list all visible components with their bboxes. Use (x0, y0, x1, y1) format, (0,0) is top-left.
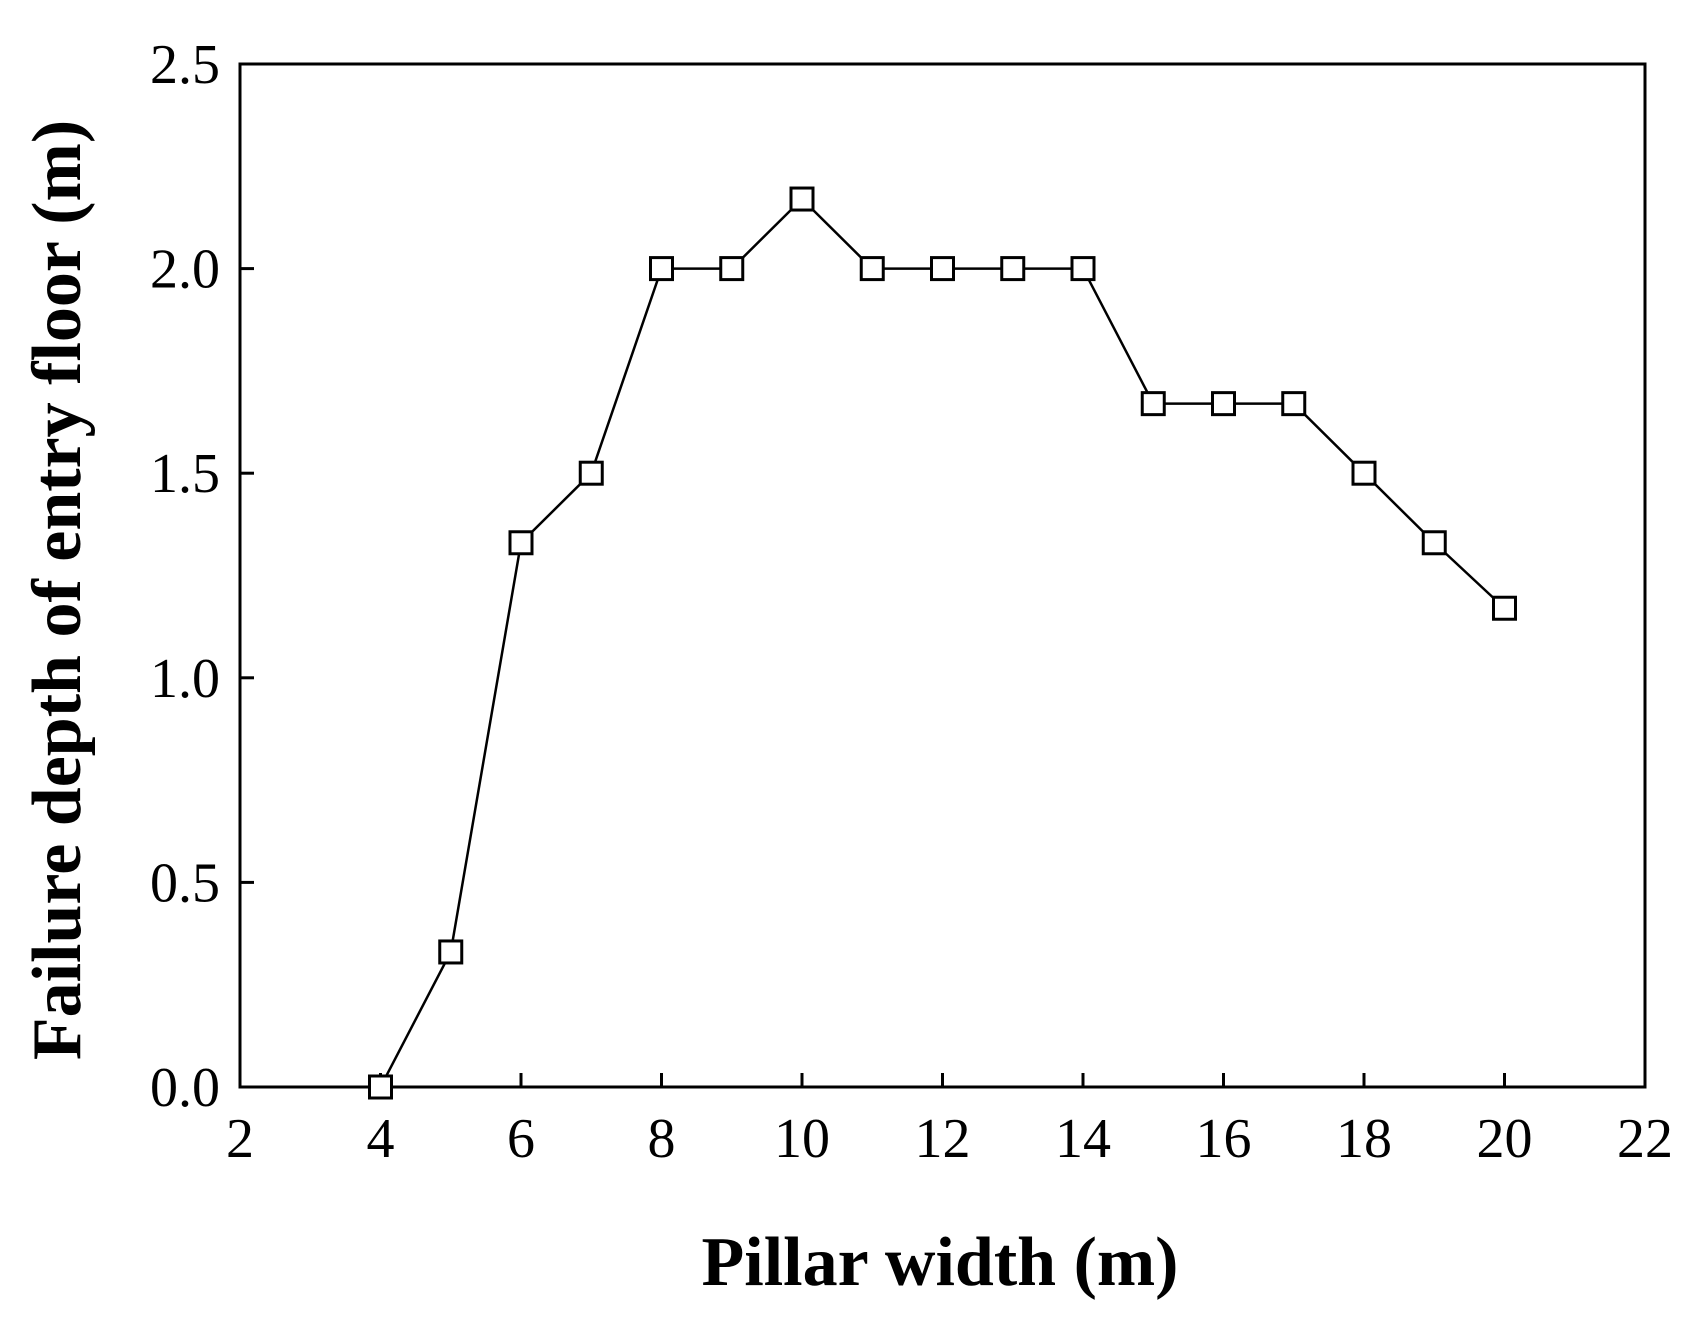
data-point-marker (649, 256, 674, 282)
series-group (368, 186, 1517, 1100)
y-axis-title: Failure depth of entry floor (m) (19, 120, 96, 1060)
y-tick-label: 1.5 (150, 443, 220, 505)
data-point-marker (930, 256, 955, 282)
data-point-marker (578, 460, 604, 486)
x-tick-label: 20 (1477, 1108, 1533, 1170)
y-axis: 0.0 0.5 1.0 1.5 2.0 2.5 (150, 34, 254, 1119)
data-point-marker (1421, 530, 1447, 556)
x-tick-label: 8 (648, 1108, 676, 1170)
data-point-marker (1211, 391, 1236, 417)
x-tick-label: 2 (226, 1108, 254, 1170)
x-tick-label: 4 (367, 1108, 395, 1170)
x-tick-label: 22 (1617, 1108, 1673, 1170)
x-axis-title: Pillar width (m) (701, 1224, 1178, 1301)
data-point-marker (719, 256, 745, 282)
x-tick-label: 10 (774, 1108, 830, 1170)
y-tick-label: 0.0 (150, 1057, 220, 1119)
y-tick-label: 2.5 (150, 34, 220, 96)
data-point-marker (1281, 391, 1307, 417)
data-point-marker (508, 530, 534, 556)
data-point-marker (1140, 391, 1166, 417)
x-tick-label: 16 (1196, 1108, 1252, 1170)
plot-frame (238, 62, 1647, 1089)
data-point-marker (1000, 256, 1026, 282)
x-tick-label: 18 (1336, 1108, 1392, 1170)
data-point-marker (438, 939, 464, 965)
data-point-marker (368, 1074, 393, 1100)
x-axis: 2 4 6 8 10 12 14 16 18 20 22 (226, 1073, 1673, 1170)
data-point-marker (1492, 595, 1517, 621)
y-tick-label: 2.0 (150, 239, 220, 301)
data-point-marker (789, 186, 815, 212)
series-line (379, 197, 1506, 1088)
x-tick-label: 12 (915, 1108, 971, 1170)
x-tick-label: 14 (1055, 1108, 1111, 1170)
y-tick-label: 1.0 (150, 648, 220, 710)
y-tick-label: 0.5 (150, 852, 220, 914)
data-point-marker (859, 256, 885, 282)
x-tick-label: 6 (507, 1108, 535, 1170)
data-point-marker (1070, 256, 1096, 282)
data-point-marker (1351, 460, 1377, 486)
